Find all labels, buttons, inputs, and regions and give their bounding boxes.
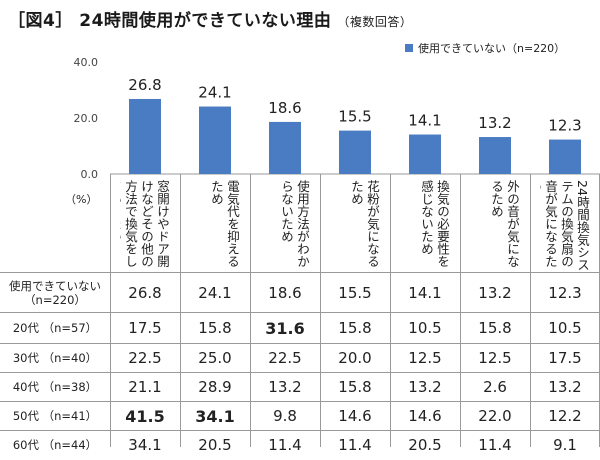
table-cell: 11.4 <box>320 430 390 460</box>
table-cell: 12.3 <box>530 272 600 313</box>
category-label: 電気代を抑えるため <box>209 180 240 268</box>
bar <box>129 98 161 174</box>
legend-label: 使用できていない（n=220） <box>418 42 566 55</box>
table-cell: 10.5 <box>390 312 460 344</box>
column-divider <box>530 174 531 447</box>
category-label: 花粉が気になるため <box>349 180 380 268</box>
table-row: 30代 （n=40） 22.5 25.0 22.5 20.0 12.5 12.5 17.5 <box>0 343 600 373</box>
table-cell: 20.5 <box>390 430 460 460</box>
chart-title: ［図4］ 24時間使用ができていない理由 （複数回答） <box>8 6 412 31</box>
table-cell: 13.2 <box>390 372 460 402</box>
chart-title-text: ［図4］ 24時間使用ができていない理由 <box>8 11 332 31</box>
data-label: 13.2 <box>478 114 511 132</box>
bar <box>199 106 231 174</box>
category-label: 換気の必要性を感じないため <box>419 180 450 268</box>
chart-subtitle: （複数回答） <box>337 15 413 29</box>
unit-label: （%） <box>65 193 98 206</box>
table-cell: 34.1 <box>180 401 250 431</box>
row-label: 30代 （n=40） <box>0 343 110 373</box>
table-cell: 14.6 <box>320 401 390 431</box>
row-label: 20代 （n=57） <box>0 312 110 344</box>
bar <box>339 130 371 174</box>
table-cell: 11.4 <box>250 430 320 460</box>
table-row: 50代 （n=41） 41.5 34.1 9.8 14.6 14.6 22.0 12.2 <box>0 401 600 431</box>
data-label: 18.6 <box>268 99 301 117</box>
table-cell: 11.4 <box>460 430 530 460</box>
table-cell: 13.2 <box>460 272 530 313</box>
data-label: 26.8 <box>128 76 161 94</box>
category-label: 24時間換気システムの換気扇の音が気になるため <box>540 180 590 271</box>
table-cell: 25.0 <box>180 343 250 373</box>
table-cell: 15.8 <box>180 312 250 344</box>
y-tick-label: 0.0 <box>81 168 99 181</box>
row-label: 60代 （n=44） <box>0 430 110 460</box>
table-cell: 20.5 <box>180 430 250 460</box>
table-cell: 18.6 <box>250 272 320 313</box>
table-cell: 17.5 <box>530 343 600 373</box>
category-label: 外の音が気になるため <box>489 180 520 268</box>
data-label: 24.1 <box>198 84 231 102</box>
table-cell: 9.8 <box>250 401 320 431</box>
column-divider <box>250 174 251 447</box>
table-cell: 22.0 <box>460 401 530 431</box>
table-cell: 28.9 <box>180 372 250 402</box>
table-cell: 34.1 <box>110 430 180 460</box>
row-label: 40代 （n=38） <box>0 372 110 402</box>
bar <box>549 139 581 174</box>
table-cell: 15.8 <box>320 312 390 344</box>
table-cell: 14.6 <box>390 401 460 431</box>
table-cell: 31.6 <box>250 312 320 344</box>
category-label: 使用方法がわからないため <box>279 180 310 268</box>
data-label: 12.3 <box>548 117 581 135</box>
table-cell: 41.5 <box>110 401 180 431</box>
table-cell: 22.5 <box>250 343 320 373</box>
bar <box>269 121 301 174</box>
table-cell: 14.1 <box>390 272 460 313</box>
bar-chart: 0.0 20.0 40.0 26.8 24.1 18.6 15.5 14.1 13.2 12.3 <box>74 56 600 181</box>
table-cell: 13.2 <box>530 372 600 402</box>
column-divider <box>320 174 321 447</box>
column-divider <box>390 174 391 447</box>
y-tick-label: 40.0 <box>74 56 99 69</box>
table-cell: 17.5 <box>110 312 180 344</box>
category-label: 窓開けやドア開けなどその他の方法で換気をしているため <box>120 180 170 268</box>
column-divider <box>180 174 181 447</box>
row-label: 50代 （n=41） <box>0 401 110 431</box>
y-tick-label: 20.0 <box>74 112 99 125</box>
table-cell: 12.5 <box>460 343 530 373</box>
legend-swatch <box>405 44 413 52</box>
table-row: 使用できていない （n=220） 26.8 24.1 18.6 15.5 14.1 13.2 1… <box>0 272 600 313</box>
column-divider <box>460 174 461 447</box>
table-cell: 21.1 <box>110 372 180 402</box>
legend: 使用できていない（n=220） <box>405 40 565 56</box>
table-cell: 26.8 <box>110 272 180 313</box>
table-cell: 10.5 <box>530 312 600 344</box>
table-cell: 9.1 <box>530 430 600 460</box>
table-cell: 12.2 <box>530 401 600 431</box>
table-cell: 20.0 <box>320 343 390 373</box>
table-cell: 15.5 <box>320 272 390 313</box>
table-row: 20代 （n=57） 17.5 15.8 31.6 15.8 10.5 15.8 10.5 <box>0 312 600 344</box>
table-cell: 22.5 <box>110 343 180 373</box>
table-cell: 15.8 <box>320 372 390 402</box>
table-cell: 24.1 <box>180 272 250 313</box>
bar <box>479 137 511 174</box>
bar <box>409 134 441 174</box>
data-label: 14.1 <box>408 112 441 130</box>
table-cell: 13.2 <box>250 372 320 402</box>
table-row: 60代 （n=44） 34.1 20.5 11.4 11.4 20.5 11.4 9.1 <box>0 430 600 460</box>
table-cell: 2.6 <box>460 372 530 402</box>
row-label: 使用できていない （n=220） <box>0 272 110 313</box>
table-cell: 12.5 <box>390 343 460 373</box>
data-table: 使用できていない （n=220） 26.8 24.1 18.6 15.5 14.1 13.2 1… <box>0 272 600 460</box>
table-row: 40代 （n=38） 21.1 28.9 13.2 15.8 13.2 2.6 13.2 <box>0 372 600 402</box>
table-cell: 15.8 <box>460 312 530 344</box>
data-label: 15.5 <box>338 108 371 126</box>
column-divider <box>110 174 111 447</box>
